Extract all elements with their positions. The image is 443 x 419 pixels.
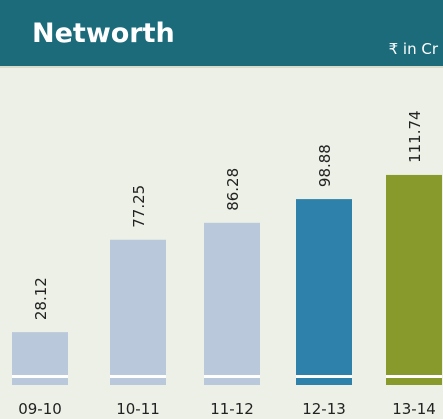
x-tick-label: 11-12	[210, 400, 254, 418]
value-label: 98.88	[316, 144, 334, 187]
value-label: 111.74	[406, 110, 424, 163]
value-label: 86.28	[224, 168, 242, 211]
bar-stripe	[110, 375, 166, 378]
bar	[296, 199, 352, 385]
header-rule	[0, 66, 443, 68]
chart-title: Networth	[32, 18, 175, 49]
x-tick-label: 10-11	[116, 400, 160, 418]
x-tick-label: 09-10	[18, 400, 62, 418]
bar	[204, 222, 260, 385]
bar-stripe	[204, 375, 260, 378]
bar-stripe	[296, 375, 352, 378]
x-tick-label: 12-13	[302, 400, 346, 418]
bar-stripe	[386, 375, 442, 378]
bar-stripe	[12, 375, 68, 378]
x-tick-label: 13-14	[392, 400, 436, 418]
bar	[110, 239, 166, 385]
bar	[386, 174, 442, 385]
value-label: 77.25	[130, 185, 148, 228]
unit-label: ₹ in Cr	[389, 40, 439, 58]
value-label: 28.12	[32, 277, 50, 320]
header-band	[0, 0, 443, 66]
